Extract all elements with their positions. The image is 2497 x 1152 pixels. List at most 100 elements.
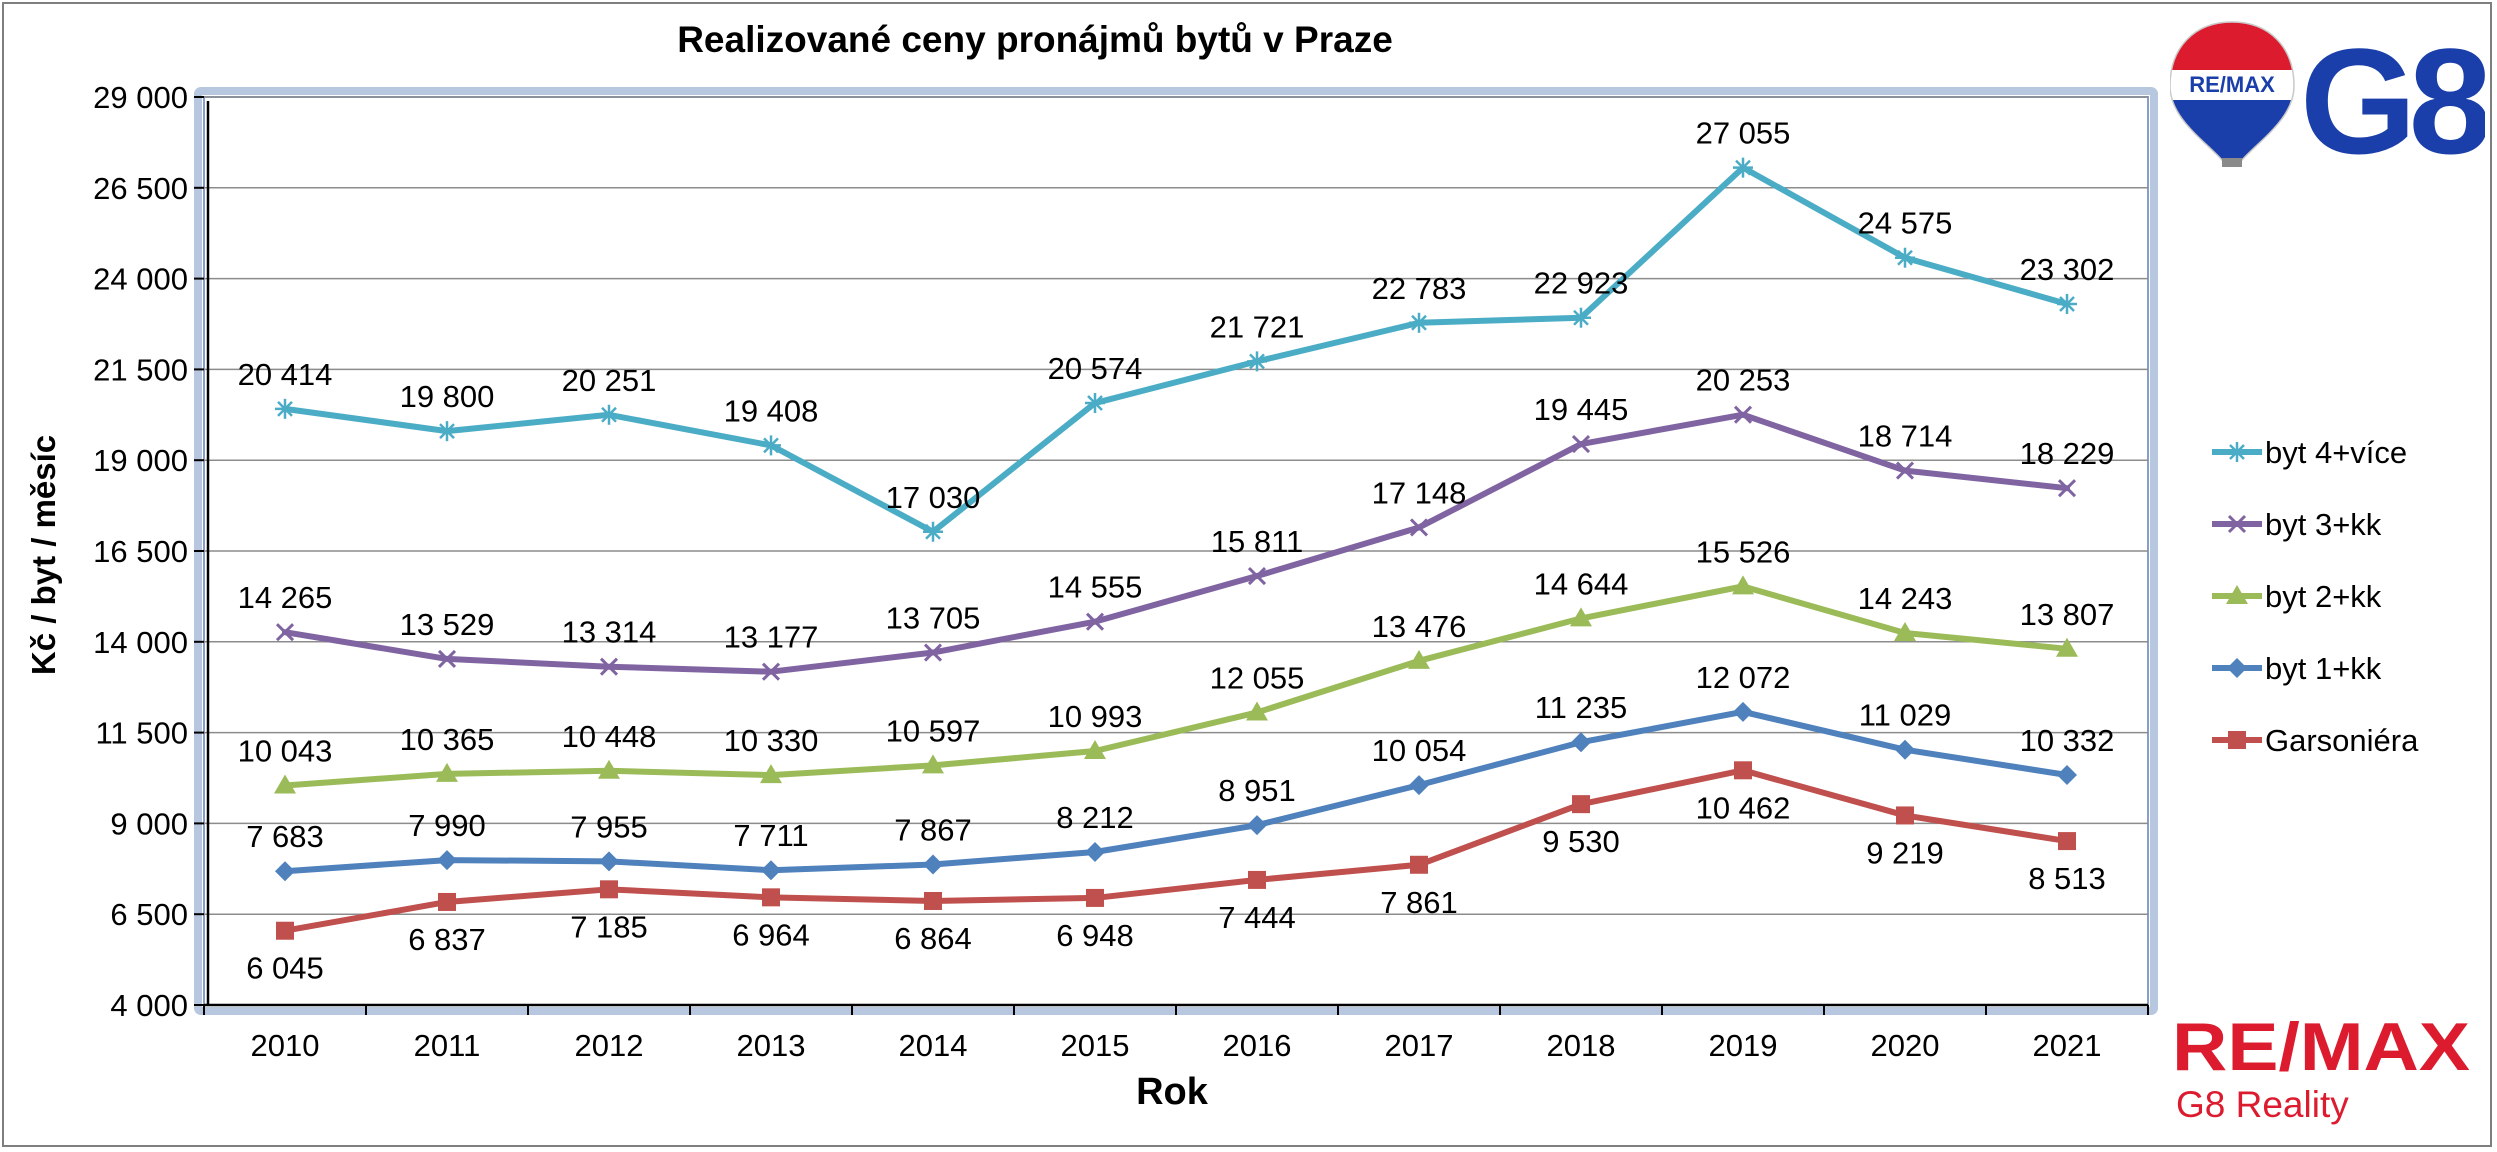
- data-label: 12 072: [1696, 660, 1791, 695]
- data-point: [923, 643, 943, 662]
- data-point: [1895, 247, 1915, 268]
- legend-label: Garsoniéra: [2265, 723, 2419, 758]
- data-label: 14 644: [1534, 566, 1629, 601]
- x-axis-ticks: 2010 2011 2012 2013 2014 2015 2016 2017 2018 2019…: [203, 1003, 2149, 1063]
- data-label: 13 476: [1372, 609, 1467, 644]
- y-tick-label: 6 500: [110, 897, 188, 932]
- data-label: 8 951: [1218, 773, 1296, 808]
- data-label: 7 955: [570, 809, 648, 844]
- data-label: 19 408: [724, 393, 819, 428]
- data-label: 19 800: [400, 379, 495, 414]
- data-label: 13 177: [724, 620, 819, 655]
- series-line: [282, 767, 2070, 934]
- data-point: [1571, 434, 1591, 454]
- data-point: [1408, 649, 1430, 669]
- data-point: [922, 754, 944, 774]
- data-label: 18 229: [2020, 436, 2115, 471]
- data-point: [599, 404, 619, 425]
- data-point: [1571, 732, 1591, 753]
- data-label: 13 807: [2020, 597, 2115, 632]
- data-point: [598, 759, 620, 779]
- data-label: 15 526: [1696, 534, 1791, 569]
- chart-title: Realizované ceny pronájmů bytů v Praze: [677, 19, 1393, 60]
- data-label: 12 055: [1210, 660, 1305, 695]
- x-tick-label: 2016: [1223, 1028, 1292, 1063]
- data-label: 14 243: [1858, 581, 1953, 616]
- data-point: [923, 854, 943, 875]
- y-axis-title: Kč / byt / měsíc: [25, 435, 62, 675]
- x-tick-label: 2012: [575, 1028, 644, 1063]
- legend-item: byt 3+kk: [2212, 507, 2382, 542]
- data-label: 7 711: [733, 818, 808, 853]
- data-point: [1409, 312, 1429, 333]
- data-point: [924, 891, 942, 910]
- data-point: [1086, 888, 1104, 907]
- data-point: [1085, 842, 1105, 863]
- data-label: 10 365: [400, 722, 495, 757]
- y-tick-label: 19 000: [93, 443, 188, 478]
- data-point: [1732, 575, 1754, 595]
- data-point: [1570, 607, 1592, 627]
- data-point: [275, 623, 295, 642]
- x-tick-label: 2014: [899, 1028, 968, 1063]
- data-point: [1247, 566, 1267, 586]
- g8-reality-text: G8 Reality: [2176, 1084, 2349, 1125]
- data-point: [2227, 442, 2247, 462]
- data-label: 20 574: [1048, 351, 1143, 386]
- data-point: [436, 762, 458, 782]
- data-label: 13 529: [400, 607, 495, 642]
- data-label: 10 993: [1048, 699, 1143, 734]
- x-tick-label: 2017: [1385, 1028, 1454, 1063]
- data-label: 14 265: [238, 580, 333, 615]
- data-label: 10 462: [1696, 790, 1791, 825]
- data-point: [1733, 157, 1753, 178]
- y-tick-label: 26 500: [93, 171, 188, 206]
- data-point: [2227, 658, 2247, 678]
- data-label: 19 445: [1534, 392, 1629, 427]
- y-tick-label: 21 500: [93, 352, 188, 387]
- data-point: [599, 851, 619, 872]
- data-label: 17 148: [1372, 475, 1467, 510]
- data-point: [1409, 518, 1429, 537]
- data-label: 7 683: [246, 819, 324, 854]
- data-point: [1733, 701, 1753, 722]
- data-point: [1410, 855, 1428, 874]
- data-label: 20 251: [562, 363, 657, 398]
- legend: byt 4+více byt 3+kk byt 2+kk byt 1+kk Garson…: [2212, 435, 2419, 758]
- data-point: [1571, 307, 1591, 328]
- data-label: 7 867: [894, 813, 972, 848]
- data-point: [923, 521, 943, 542]
- data-point: [599, 657, 619, 676]
- data-point: [1895, 461, 1915, 480]
- data-point: [2057, 293, 2077, 314]
- x-tick-label: 2020: [1871, 1028, 1940, 1063]
- balloon-text: RE/MAX: [2189, 72, 2275, 97]
- data-label: 10 332: [2020, 723, 2115, 758]
- data-point: [1733, 405, 1753, 424]
- data-point: [437, 421, 457, 442]
- data-point: [1734, 761, 1752, 780]
- data-label: 6 964: [732, 917, 810, 952]
- data-point: [437, 649, 457, 668]
- data-label: 7 444: [1218, 900, 1296, 935]
- x-axis-title: Rok: [1136, 1071, 1209, 1113]
- data-label: 20 414: [238, 357, 333, 392]
- data-label: 6 948: [1056, 918, 1134, 953]
- x-tick-label: 2018: [1547, 1028, 1616, 1063]
- x-tick-label: 2015: [1061, 1028, 1130, 1063]
- remax-g8-reality-logo: RE/MAX G8 Reality: [2172, 1009, 2470, 1125]
- series-line: [282, 708, 2070, 875]
- data-point: [2226, 585, 2248, 604]
- legend-label: byt 4+více: [2265, 435, 2407, 470]
- data-point: [274, 774, 296, 794]
- data-point: [1085, 612, 1105, 631]
- data-point: [275, 861, 295, 882]
- y-tick-label: 9 000: [110, 806, 188, 841]
- data-labels: 20 414 19 800 20 251 19 408 17 030 20 574 21 7…: [238, 116, 2115, 986]
- data-point: [600, 880, 618, 899]
- data-label: 10 448: [562, 719, 657, 754]
- data-label: 7 861: [1380, 885, 1458, 920]
- data-point: [2058, 832, 2076, 851]
- data-point: [1247, 351, 1267, 372]
- g8-brand-text: G8: [2300, 18, 2485, 170]
